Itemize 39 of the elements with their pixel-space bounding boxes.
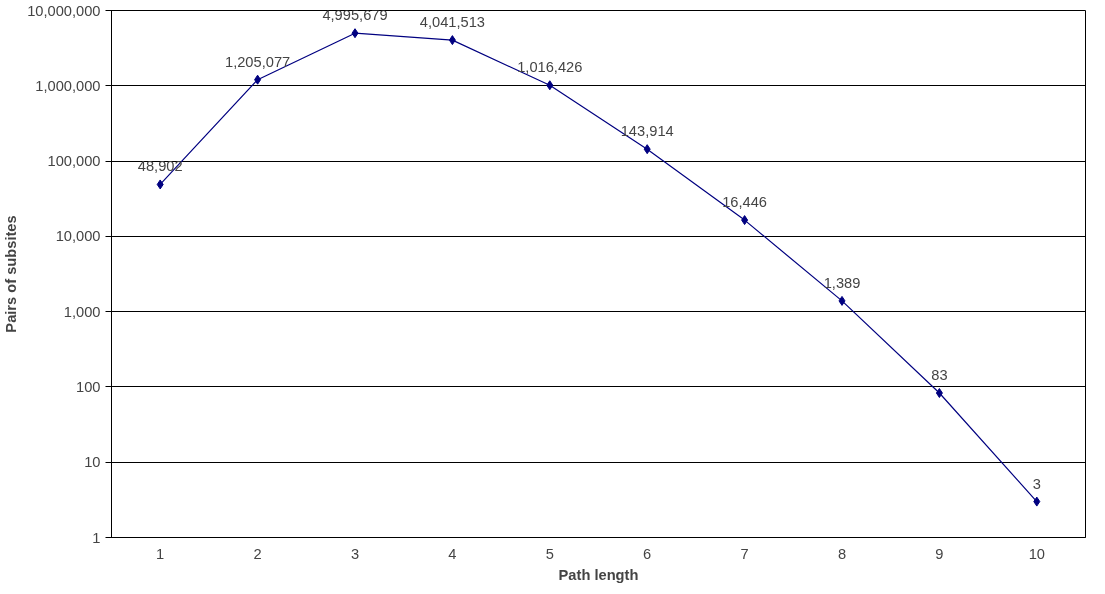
point bbox=[254, 74, 262, 85]
x-tick-label: 6 bbox=[643, 545, 652, 562]
x-axis-title: Path length bbox=[558, 566, 639, 583]
x-tick-label: 5 bbox=[545, 545, 554, 562]
data-label: 143,914 bbox=[620, 123, 674, 140]
x-tick-label: 4 bbox=[448, 545, 457, 562]
data-label: 1,205,077 bbox=[225, 53, 291, 70]
point bbox=[448, 35, 456, 46]
y-tick-label: 10,000 bbox=[55, 228, 101, 245]
x-tick-label: 7 bbox=[740, 545, 749, 562]
point bbox=[741, 215, 749, 226]
point bbox=[156, 179, 164, 190]
x-tick-label: 3 bbox=[350, 545, 360, 562]
data-label: 83 bbox=[931, 367, 948, 384]
x-tick-label: 9 bbox=[935, 545, 944, 562]
y-tick-label: 10 bbox=[84, 454, 101, 471]
point bbox=[546, 80, 554, 91]
point bbox=[935, 388, 943, 399]
x-tick-label: 1 bbox=[156, 545, 165, 562]
x-tick-label: 8 bbox=[837, 545, 847, 562]
y-tick-label: 10,000,000 bbox=[27, 2, 101, 19]
data-label: 1,016,426 bbox=[517, 59, 583, 76]
y-tick-label: 1 bbox=[92, 529, 101, 546]
y-tick-label: 100 bbox=[76, 378, 101, 395]
point bbox=[351, 28, 359, 39]
data-label: 4,995,679 bbox=[322, 7, 388, 24]
y-tick-label: 1,000,000 bbox=[35, 77, 101, 94]
x-tick-label: 10 bbox=[1028, 545, 1045, 562]
data-label: 1,389 bbox=[823, 274, 861, 291]
y-tick-label: 1,000 bbox=[63, 303, 101, 320]
data-label: 3 bbox=[1032, 475, 1041, 492]
data-label: 4,041,513 bbox=[419, 14, 485, 31]
x-tick-label: 2 bbox=[253, 545, 262, 562]
point bbox=[643, 144, 651, 155]
point bbox=[1033, 496, 1041, 507]
point bbox=[838, 295, 846, 306]
y-tick-label: 100,000 bbox=[47, 153, 101, 170]
y-axis-title: Pairs of subsites bbox=[3, 215, 20, 333]
data-label: 16,446 bbox=[722, 194, 768, 211]
